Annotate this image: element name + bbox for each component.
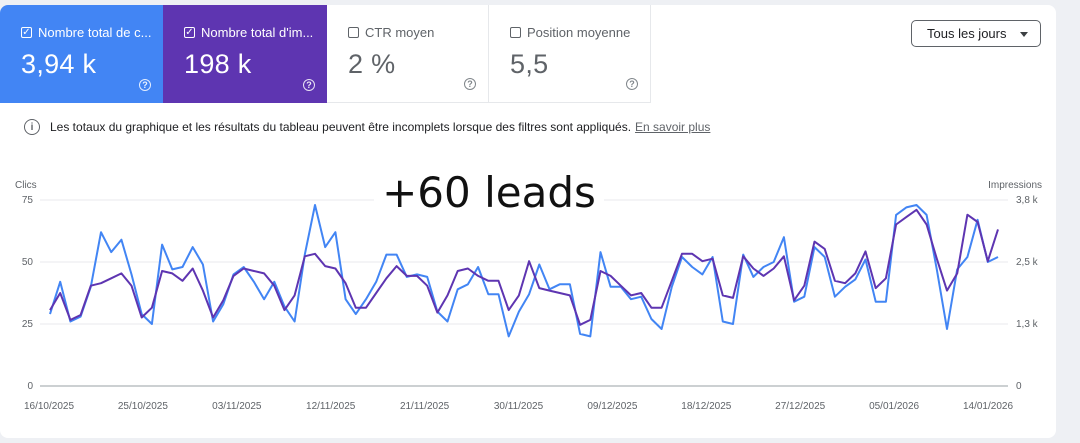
performance-card: ✓ Nombre total de c... 3,94 k ? ✓ Nombre…: [0, 5, 1056, 438]
right-tick-label: 2,5 k: [1016, 257, 1039, 268]
checkbox-unchecked-icon[interactable]: [348, 27, 359, 38]
filter-notice: i Les totaux du graphique et les résulta…: [24, 119, 710, 135]
x-tick-label: 14/01/2026: [963, 401, 1013, 412]
x-tick-label: 18/12/2025: [681, 401, 731, 412]
learn-more-link[interactable]: En savoir plus: [635, 120, 711, 134]
help-icon[interactable]: ?: [626, 78, 638, 90]
metric-value: 5,5: [510, 49, 549, 79]
info-icon: i: [24, 119, 40, 135]
metric-total-clicks[interactable]: ✓ Nombre total de c... 3,94 k ?: [0, 5, 163, 103]
metric-label: CTR moyen: [365, 25, 435, 40]
x-tick-label: 21/11/2025: [400, 401, 450, 412]
x-tick-label: 09/12/2025: [587, 401, 637, 412]
help-icon[interactable]: ?: [464, 78, 476, 90]
checkbox-checked-icon[interactable]: ✓: [21, 26, 32, 38]
checkbox-checked-icon[interactable]: ✓: [184, 26, 195, 38]
metric-label: Position moyenne: [527, 25, 631, 40]
right-tick-label: 0: [1016, 381, 1022, 392]
help-icon[interactable]: ?: [139, 79, 151, 91]
date-granularity-dropdown[interactable]: Tous les jours: [911, 20, 1041, 47]
metric-value: 3,94 k: [21, 49, 97, 79]
help-icon[interactable]: ?: [303, 79, 315, 91]
x-tick-label: 27/12/2025: [775, 401, 825, 412]
left-tick-label: 25: [22, 319, 34, 330]
x-tick-label: 16/10/2025: [24, 401, 74, 412]
series-line-clicks: [49, 204, 999, 338]
x-tick-label: 30/11/2025: [494, 401, 544, 412]
x-tick-label: 03/11/2025: [212, 401, 262, 412]
metric-value: 2 %: [348, 49, 396, 79]
caret-down-icon: [1020, 32, 1028, 37]
notice-text: Les totaux du graphique et les résultats…: [50, 120, 632, 134]
right-tick-label: 3,8 k: [1016, 195, 1039, 206]
checkbox-unchecked-icon[interactable]: [510, 27, 521, 38]
series-line-impressions: [49, 208, 999, 326]
left-tick-label: 50: [22, 257, 34, 268]
dropdown-label: Tous les jours: [927, 26, 1007, 41]
left-tick-label: 0: [27, 381, 33, 392]
left-axis-label: Clics: [15, 180, 37, 191]
metric-average-position[interactable]: Position moyenne 5,5 ?: [489, 5, 651, 103]
metric-label: Nombre total d'im...: [201, 25, 314, 40]
metric-total-impressions[interactable]: ✓ Nombre total d'im... 198 k ?: [163, 5, 327, 103]
x-tick-label: 05/01/2026: [869, 401, 919, 412]
overlay-annotation: +60 leads: [374, 164, 604, 220]
metric-average-ctr[interactable]: CTR moyen 2 % ?: [327, 5, 489, 103]
metric-value: 198 k: [184, 49, 252, 79]
right-tick-label: 1,3 k: [1016, 319, 1039, 330]
right-axis-label: Impressions: [988, 180, 1042, 191]
x-tick-label: 25/10/2025: [118, 401, 168, 412]
x-tick-label: 12/11/2025: [306, 401, 356, 412]
metric-label: Nombre total de c...: [38, 25, 152, 40]
left-tick-label: 75: [22, 195, 34, 206]
